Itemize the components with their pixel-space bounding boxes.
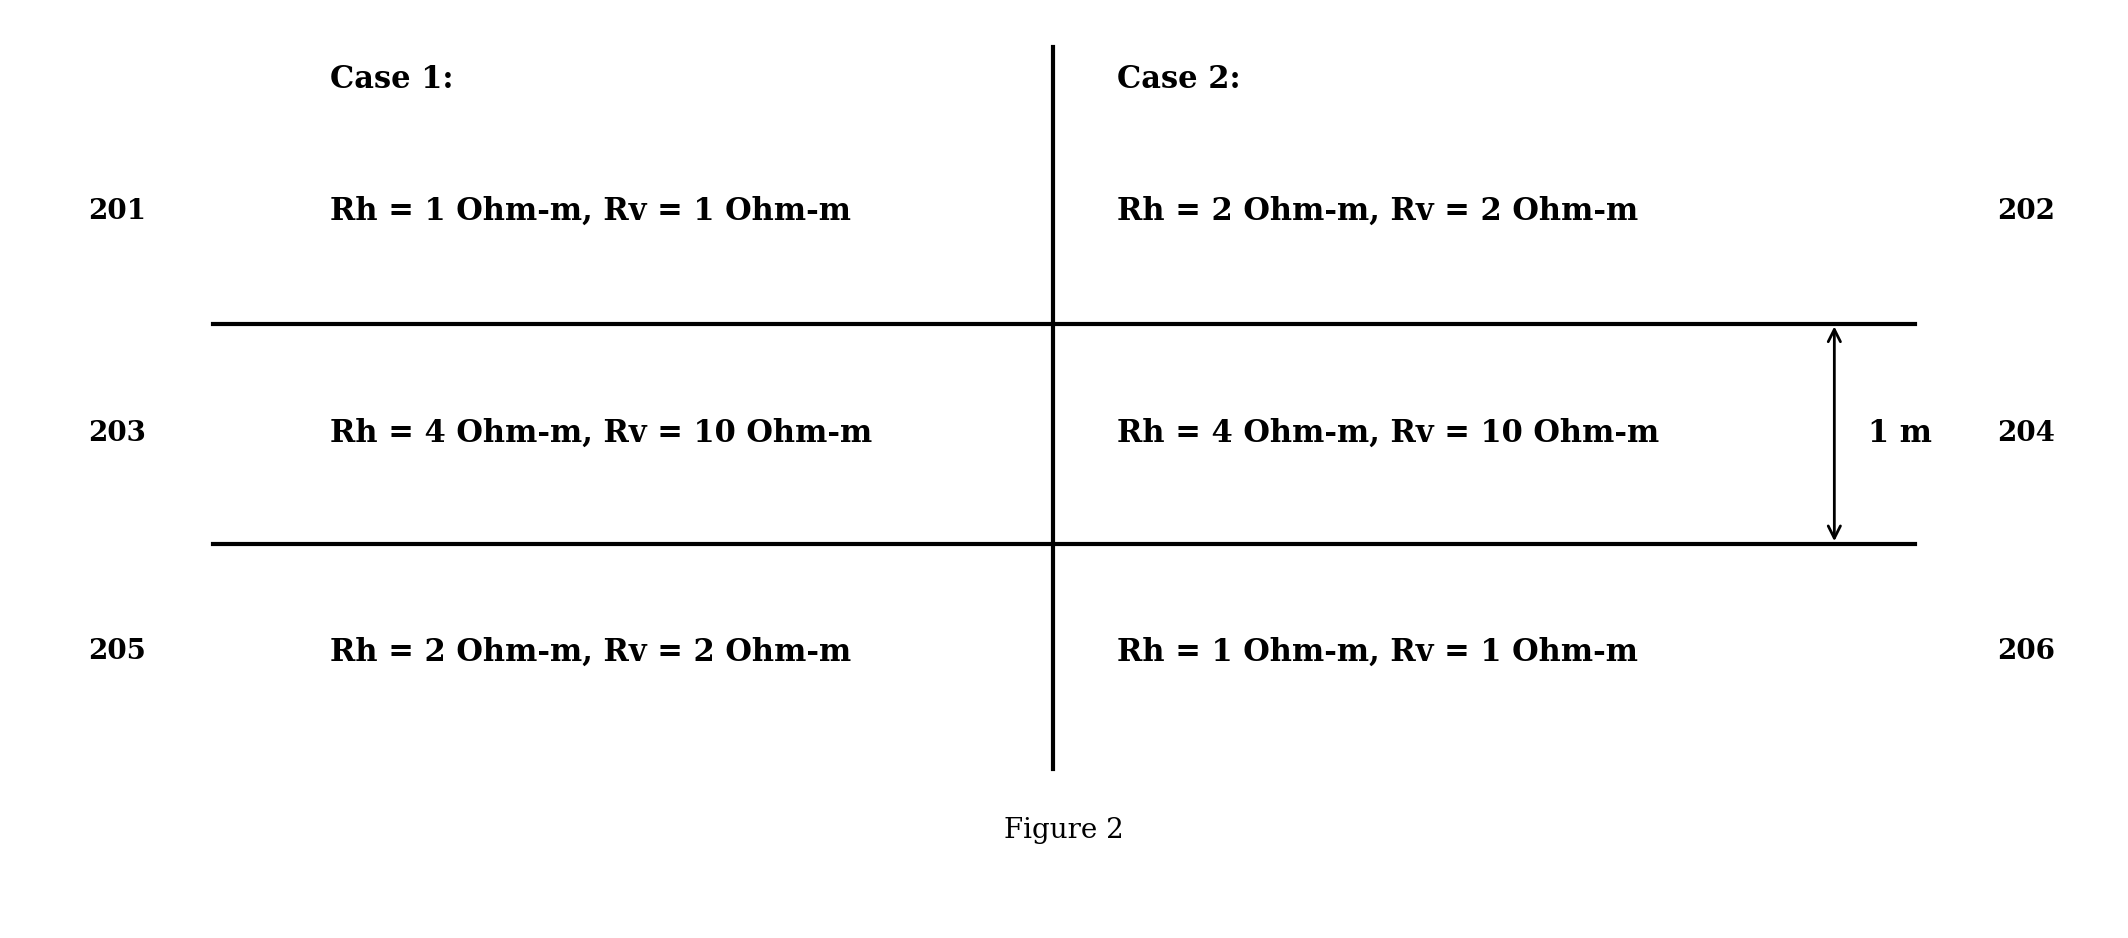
Text: 202: 202 (1996, 198, 2056, 224)
Text: Rh = 4 Ohm-m, Rv = 10 Ohm-m: Rh = 4 Ohm-m, Rv = 10 Ohm-m (1117, 417, 1660, 449)
Text: 204: 204 (1996, 420, 2056, 446)
Text: 205: 205 (87, 639, 147, 665)
Text: Figure 2: Figure 2 (1004, 817, 1124, 843)
Text: 201: 201 (87, 198, 147, 224)
Text: Case 2:: Case 2: (1117, 64, 1241, 96)
Text: Rh = 2 Ohm-m, Rv = 2 Ohm-m: Rh = 2 Ohm-m, Rv = 2 Ohm-m (330, 636, 851, 668)
Text: 206: 206 (1996, 639, 2056, 665)
Text: Rh = 1 Ohm-m, Rv = 1 Ohm-m: Rh = 1 Ohm-m, Rv = 1 Ohm-m (1117, 636, 1639, 668)
Text: Case 1:: Case 1: (330, 64, 453, 96)
Text: Rh = 1 Ohm-m, Rv = 1 Ohm-m: Rh = 1 Ohm-m, Rv = 1 Ohm-m (330, 195, 851, 227)
Text: 203: 203 (87, 420, 147, 446)
Text: 1 m: 1 m (1868, 417, 1932, 449)
Text: Rh = 4 Ohm-m, Rv = 10 Ohm-m: Rh = 4 Ohm-m, Rv = 10 Ohm-m (330, 417, 872, 449)
Text: Rh = 2 Ohm-m, Rv = 2 Ohm-m: Rh = 2 Ohm-m, Rv = 2 Ohm-m (1117, 195, 1639, 227)
